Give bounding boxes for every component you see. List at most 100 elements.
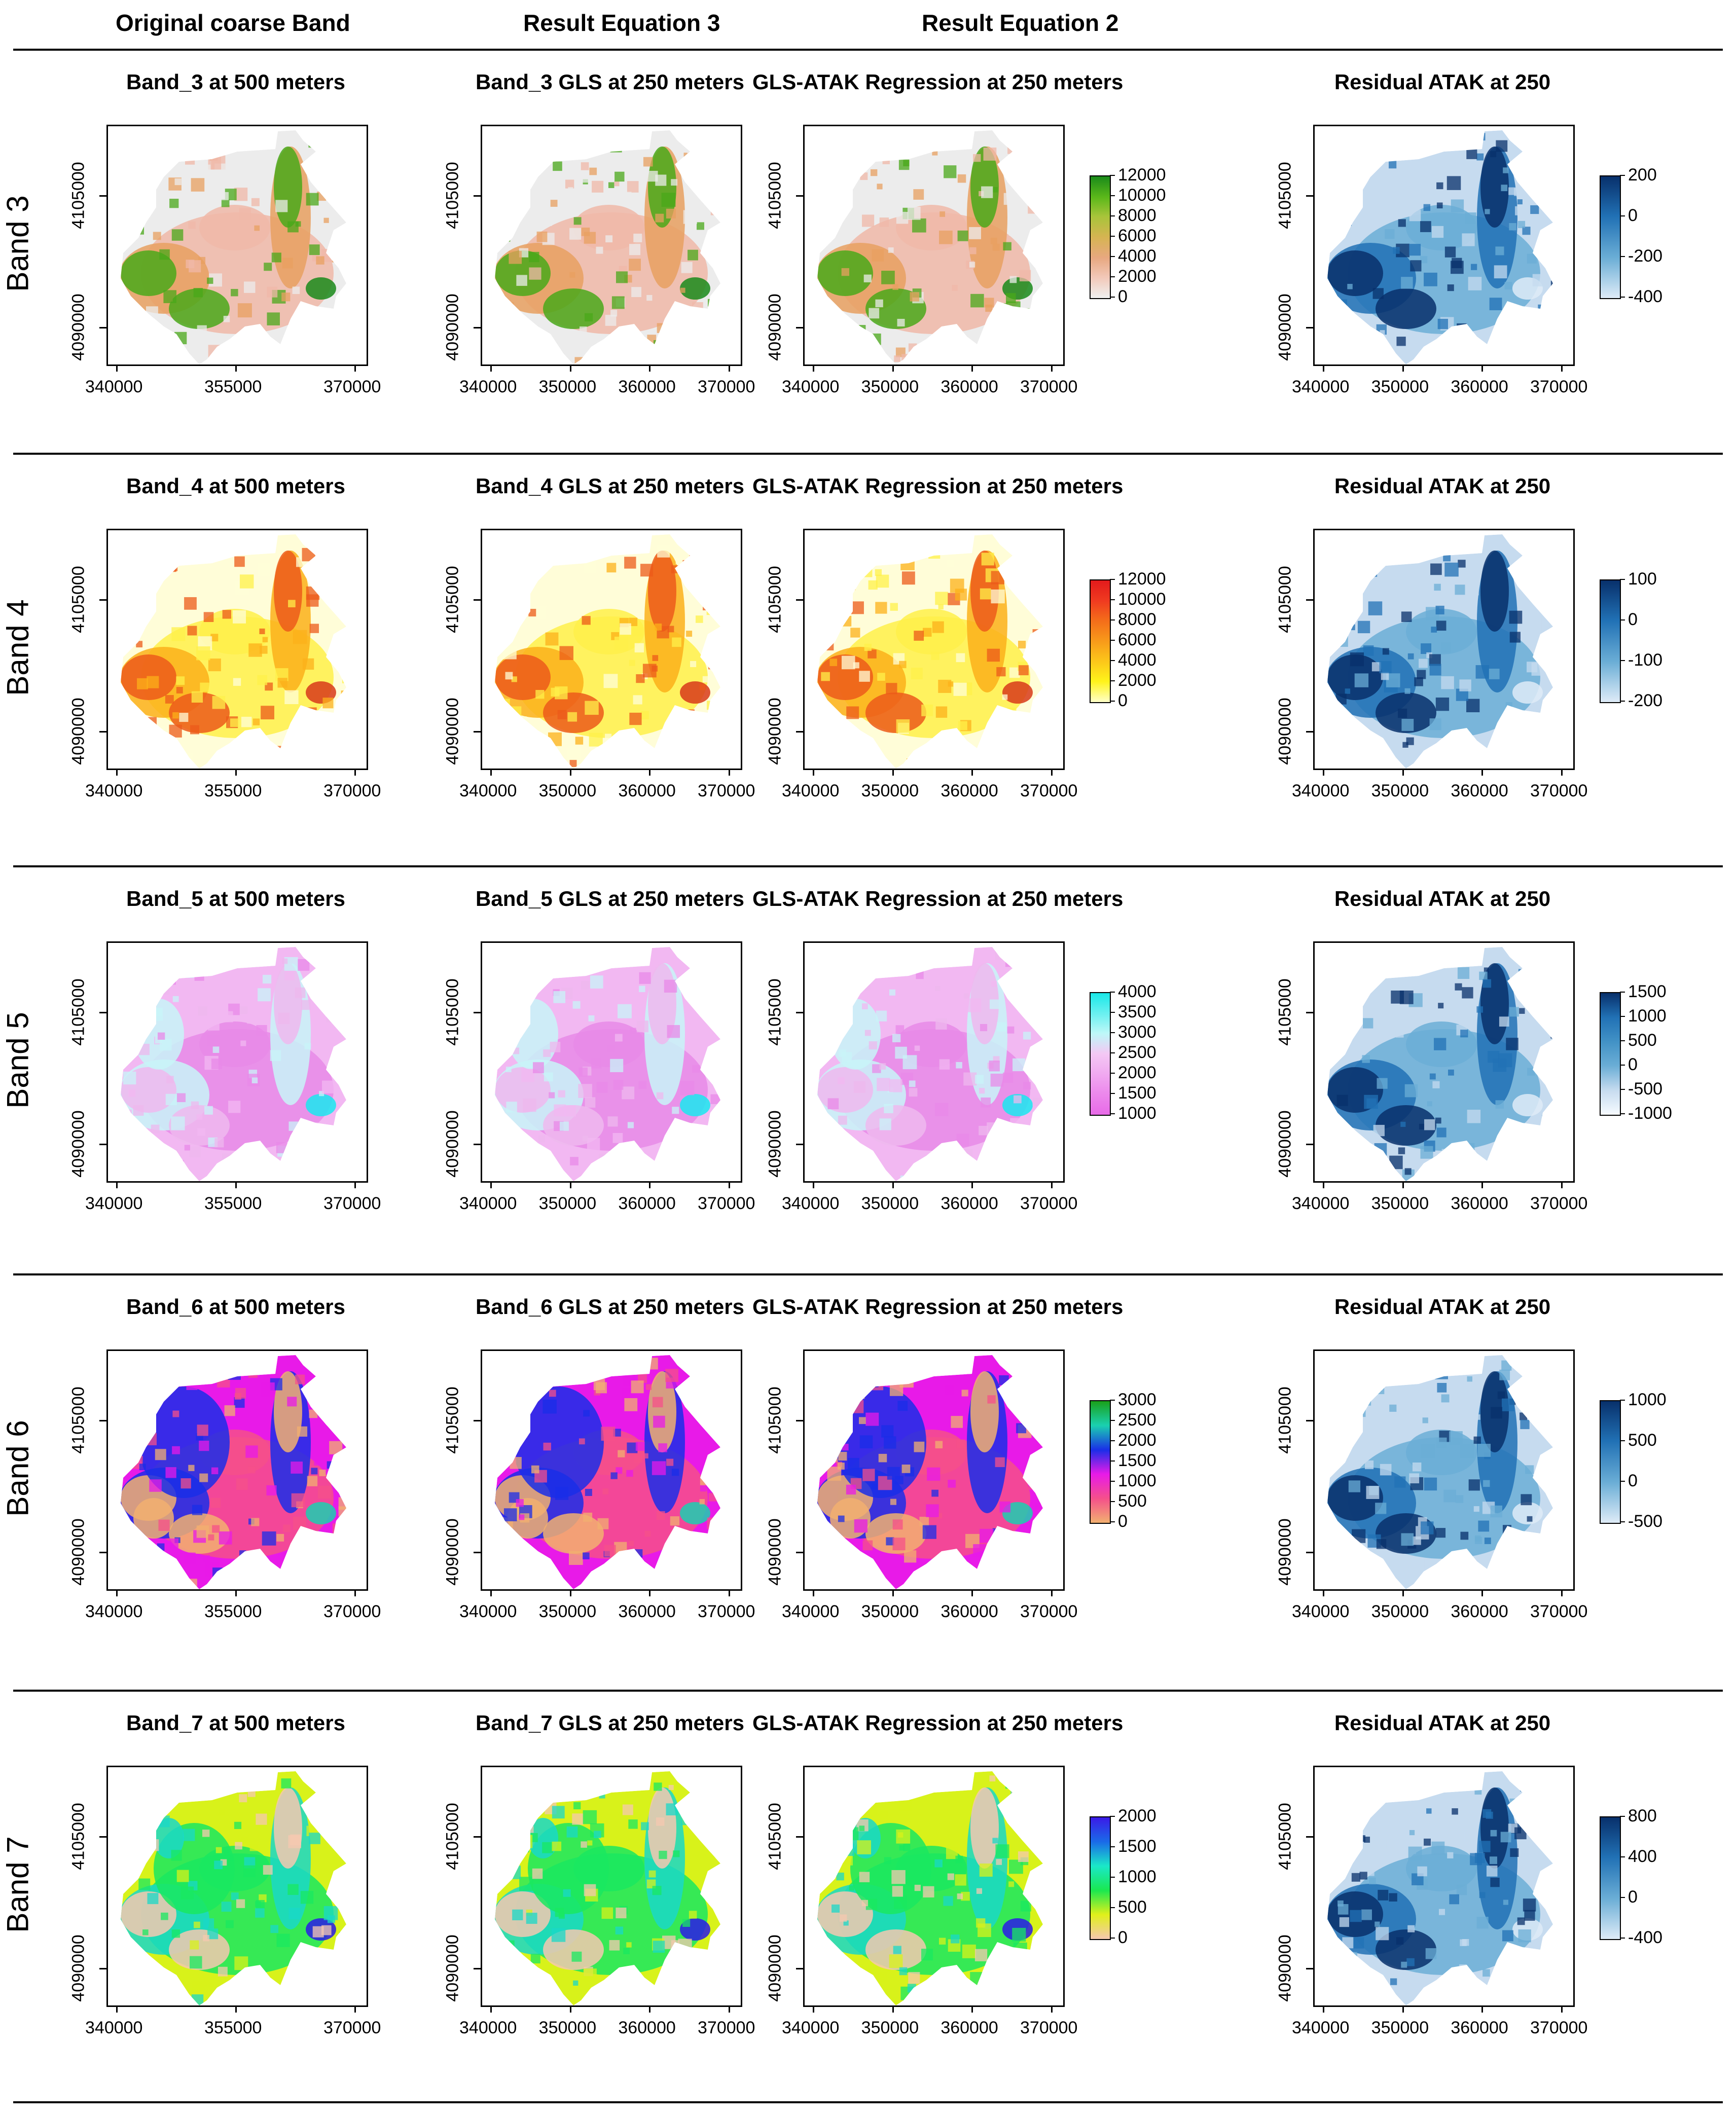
map-cell	[840, 1914, 847, 1922]
x-tick	[892, 2005, 894, 2013]
map-cell	[1489, 669, 1500, 679]
map-cell	[611, 296, 625, 309]
map-cell	[1419, 659, 1428, 668]
map-cell	[176, 676, 185, 685]
map-cell	[693, 953, 707, 967]
map-cell	[1417, 670, 1426, 679]
map-cell	[1420, 1146, 1433, 1159]
map-cell	[845, 1827, 859, 1840]
map-cell	[1456, 1884, 1467, 1895]
map-cell	[140, 1968, 153, 1980]
map-cell	[712, 1530, 720, 1544]
map-svg	[817, 1771, 1043, 2005]
map-cell	[838, 1452, 847, 1461]
map-cell	[507, 1866, 521, 1879]
map-cell	[627, 1122, 634, 1128]
map-zone	[154, 1818, 184, 1858]
y-tick	[1306, 1836, 1313, 1838]
x-tick-label: 370000	[1020, 781, 1078, 800]
map-cell	[574, 357, 587, 364]
map-cell	[203, 1934, 209, 1942]
map-cell	[1538, 1060, 1548, 1070]
map-cell	[276, 1142, 287, 1153]
row-rule	[13, 1690, 1723, 1692]
map-cell	[618, 1572, 628, 1582]
map-cell	[1503, 167, 1509, 173]
map-cell	[570, 1157, 578, 1165]
map-cell	[1490, 1505, 1503, 1518]
map-cell	[1462, 1939, 1469, 1946]
map-cell	[1489, 298, 1502, 310]
map-cell	[583, 1810, 597, 1824]
map-cell	[189, 260, 201, 273]
map-cell	[1371, 662, 1382, 672]
map-cell	[222, 1011, 233, 1022]
map-frame	[803, 529, 1065, 770]
map-cell	[1468, 277, 1482, 290]
map-cell	[551, 1928, 566, 1942]
map-cell	[1337, 212, 1352, 226]
map-cell	[1517, 199, 1523, 205]
map-cell	[508, 1826, 514, 1833]
y-tick	[1306, 1144, 1313, 1145]
map-cell	[564, 1105, 576, 1117]
y-tick	[99, 1420, 106, 1421]
map-cell	[511, 1991, 519, 1999]
map-cell	[344, 608, 346, 617]
map-cell	[141, 1773, 152, 1784]
map-cell	[841, 655, 855, 670]
map-cell	[255, 1984, 261, 1990]
map-cell	[1457, 967, 1470, 979]
map-cell	[521, 1069, 535, 1082]
map-cell	[716, 234, 720, 246]
map-cell	[1008, 1160, 1021, 1174]
legend-tick	[1620, 1856, 1625, 1857]
map-frame	[481, 1766, 742, 2007]
map-cell	[176, 1093, 186, 1103]
legend-tick	[1620, 1440, 1625, 1441]
map-cell	[1339, 299, 1348, 308]
map-cell	[604, 734, 612, 741]
map-cell	[1413, 1536, 1421, 1545]
map-cell	[842, 321, 852, 332]
map-cell	[1435, 1173, 1445, 1181]
map-cell	[130, 570, 139, 579]
map-cell	[995, 314, 1000, 320]
map-cell	[1435, 1366, 1448, 1379]
legend-tick	[1620, 1400, 1625, 1401]
x-tick-label: 340000	[85, 1194, 143, 1213]
map-cell	[1432, 1081, 1440, 1088]
map-raster	[817, 130, 1043, 364]
map-cell	[235, 336, 248, 349]
map-cell	[1039, 996, 1043, 1011]
map-cell	[879, 217, 889, 227]
map-cell	[1434, 583, 1441, 591]
map-cell	[1471, 264, 1477, 270]
x-tick	[235, 2005, 237, 2013]
map-cell	[553, 961, 563, 972]
map-cell	[326, 1151, 339, 1165]
map-cell	[992, 1156, 1001, 1165]
panel-title: Band_6 GLS at 250 meters	[476, 1295, 744, 1319]
map-cell	[583, 1552, 590, 1559]
map-frame	[1313, 125, 1575, 366]
map-cell	[1426, 1808, 1432, 1814]
map-cell	[171, 1929, 180, 1938]
map-cell	[212, 1046, 220, 1053]
map-cell	[198, 959, 205, 966]
map-cell	[989, 1775, 996, 1782]
map-cell	[1477, 1444, 1491, 1457]
map-cell	[312, 1926, 324, 1938]
legend-label: 10000	[1118, 186, 1166, 205]
map-cell	[581, 227, 590, 236]
map-cell	[897, 318, 905, 326]
map-cell	[295, 1374, 305, 1384]
map-cell	[523, 1357, 537, 1371]
map-cell	[956, 1134, 969, 1147]
map-cell	[973, 154, 981, 162]
map-cell	[255, 1908, 265, 1918]
map-cell	[523, 196, 529, 202]
map-cell	[922, 1525, 936, 1539]
map-cell	[992, 358, 1000, 364]
map-cell	[1032, 1097, 1041, 1106]
